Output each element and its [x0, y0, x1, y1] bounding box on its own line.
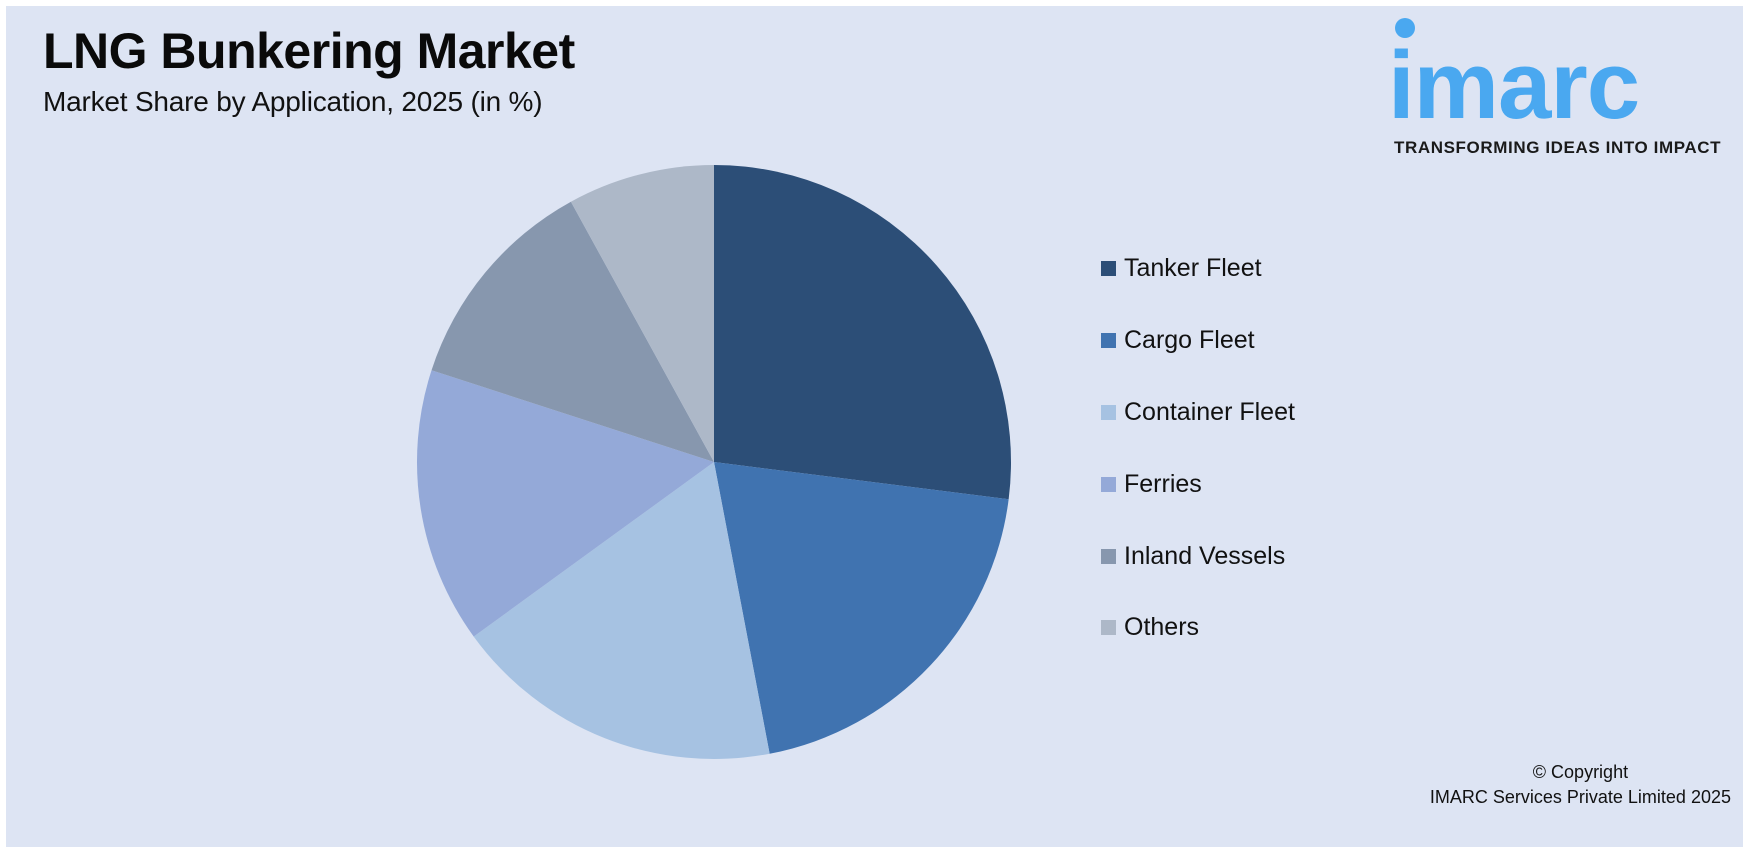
legend-item-ferries: Ferries [1101, 469, 1202, 499]
legend-label: Container Fleet [1124, 397, 1295, 426]
legend-swatch-icon [1101, 404, 1116, 420]
pie-slice-tanker-fleet [714, 165, 1012, 500]
chart-title: LNG Bunkering Market [43, 23, 575, 79]
pie-slice-others [570, 165, 714, 462]
legend-item-cargo-fleet: Cargo Fleet [1101, 325, 1255, 355]
copyright-line: © Copyright [1532, 762, 1629, 782]
legend-item-container-fleet: Container Fleet [1101, 397, 1295, 427]
legend-item-inland-vessels: Inland Vessels [1101, 541, 1285, 571]
legend-label: Ferries [1124, 469, 1202, 498]
legend-swatch-icon [1101, 476, 1116, 492]
logo-dot-icon [1395, 18, 1415, 38]
legend-swatch-icon [1101, 260, 1116, 276]
logo-wordmark: imarc [1388, 32, 1640, 139]
legend-item-others: Others [1101, 612, 1199, 642]
chart-subtitle: Market Share by Application, 2025 (in %) [43, 86, 543, 117]
pie-slice-inland-vessels [431, 201, 714, 463]
legend-swatch-icon [1101, 548, 1116, 564]
imarc-logo: imarc TRANSFORMING IDEAS INTO IMPACT [1384, 14, 1739, 164]
pie-slice-container-fleet [473, 462, 770, 760]
pie-slice-cargo-fleet [714, 462, 1009, 754]
legend-swatch-icon [1101, 619, 1116, 635]
pie-slice-ferries [417, 370, 714, 637]
legend-label: Others [1124, 612, 1200, 641]
logo-tagline: TRANSFORMING IDEAS INTO IMPACT [1394, 138, 1722, 157]
copyright-company: IMARC Services Private Limited 2025 [1429, 787, 1731, 807]
legend-label: Tanker Fleet [1124, 253, 1262, 282]
copyright-notice: © Copyright IMARC Services Private Limit… [1430, 760, 1731, 810]
legend-label: Inland Vessels [1124, 541, 1286, 570]
legend-swatch-icon [1101, 332, 1116, 348]
legend-label: Cargo Fleet [1124, 325, 1255, 354]
legend-item-tanker-fleet: Tanker Fleet [1101, 253, 1262, 283]
